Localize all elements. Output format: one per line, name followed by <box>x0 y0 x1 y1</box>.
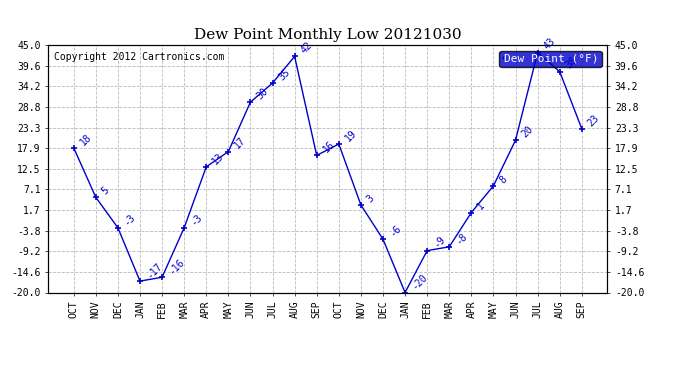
Text: 1: 1 <box>475 201 486 212</box>
Text: 8: 8 <box>497 174 509 185</box>
Text: 42: 42 <box>299 40 314 56</box>
Text: 20: 20 <box>520 124 535 140</box>
Text: 43: 43 <box>542 36 557 52</box>
Text: 35: 35 <box>277 67 292 82</box>
Text: 16: 16 <box>321 139 336 154</box>
Title: Dew Point Monthly Low 20121030: Dew Point Monthly Low 20121030 <box>194 28 462 42</box>
Text: 38: 38 <box>564 56 579 71</box>
Text: -9: -9 <box>431 234 446 250</box>
Text: Copyright 2012 Cartronics.com: Copyright 2012 Cartronics.com <box>54 53 224 62</box>
Text: 23: 23 <box>586 112 602 128</box>
Text: -3: -3 <box>122 211 137 227</box>
Text: 17: 17 <box>233 135 248 151</box>
Text: -17: -17 <box>144 261 164 280</box>
Text: -20: -20 <box>409 272 428 292</box>
Text: 30: 30 <box>255 86 270 101</box>
Text: -6: -6 <box>387 223 402 238</box>
Text: 13: 13 <box>210 151 226 166</box>
Text: 19: 19 <box>343 128 358 143</box>
Text: 3: 3 <box>365 193 376 204</box>
Text: -3: -3 <box>188 211 204 227</box>
Text: 18: 18 <box>78 132 93 147</box>
Legend: Dew Point (°F): Dew Point (°F) <box>500 51 602 67</box>
Text: -8: -8 <box>453 231 469 246</box>
Text: 5: 5 <box>100 185 111 196</box>
Text: -16: -16 <box>166 257 186 276</box>
